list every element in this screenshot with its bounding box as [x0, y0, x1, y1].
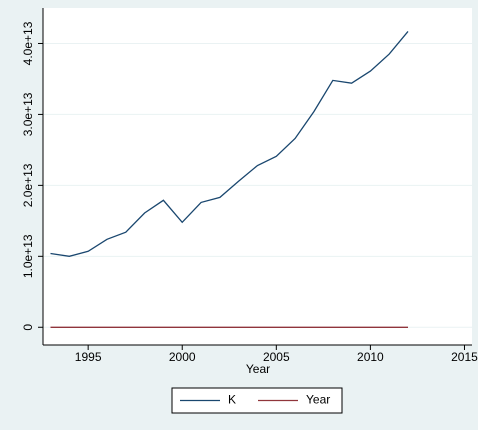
line-series [50, 30, 409, 257]
x-tick-label: 2015 [451, 350, 478, 364]
y-tick-label: 4.0e+13 [21, 21, 35, 65]
plot-area [43, 8, 472, 345]
y-tick-label: 0 [21, 324, 35, 331]
x-tick-label: 1995 [75, 350, 102, 364]
y-tick-label: 1.0e+13 [21, 234, 35, 278]
x-axis-title: Year [246, 362, 270, 376]
x-tick-label: 2005 [263, 350, 290, 364]
legend-label: K [228, 393, 236, 407]
y-tick-label: 2.0e+13 [21, 163, 35, 207]
x-tick-label: 2010 [357, 350, 384, 364]
y-tick-label: 3.0e+13 [21, 92, 35, 136]
legend-label: Year [306, 393, 330, 407]
x-tick-label: 2000 [169, 350, 196, 364]
